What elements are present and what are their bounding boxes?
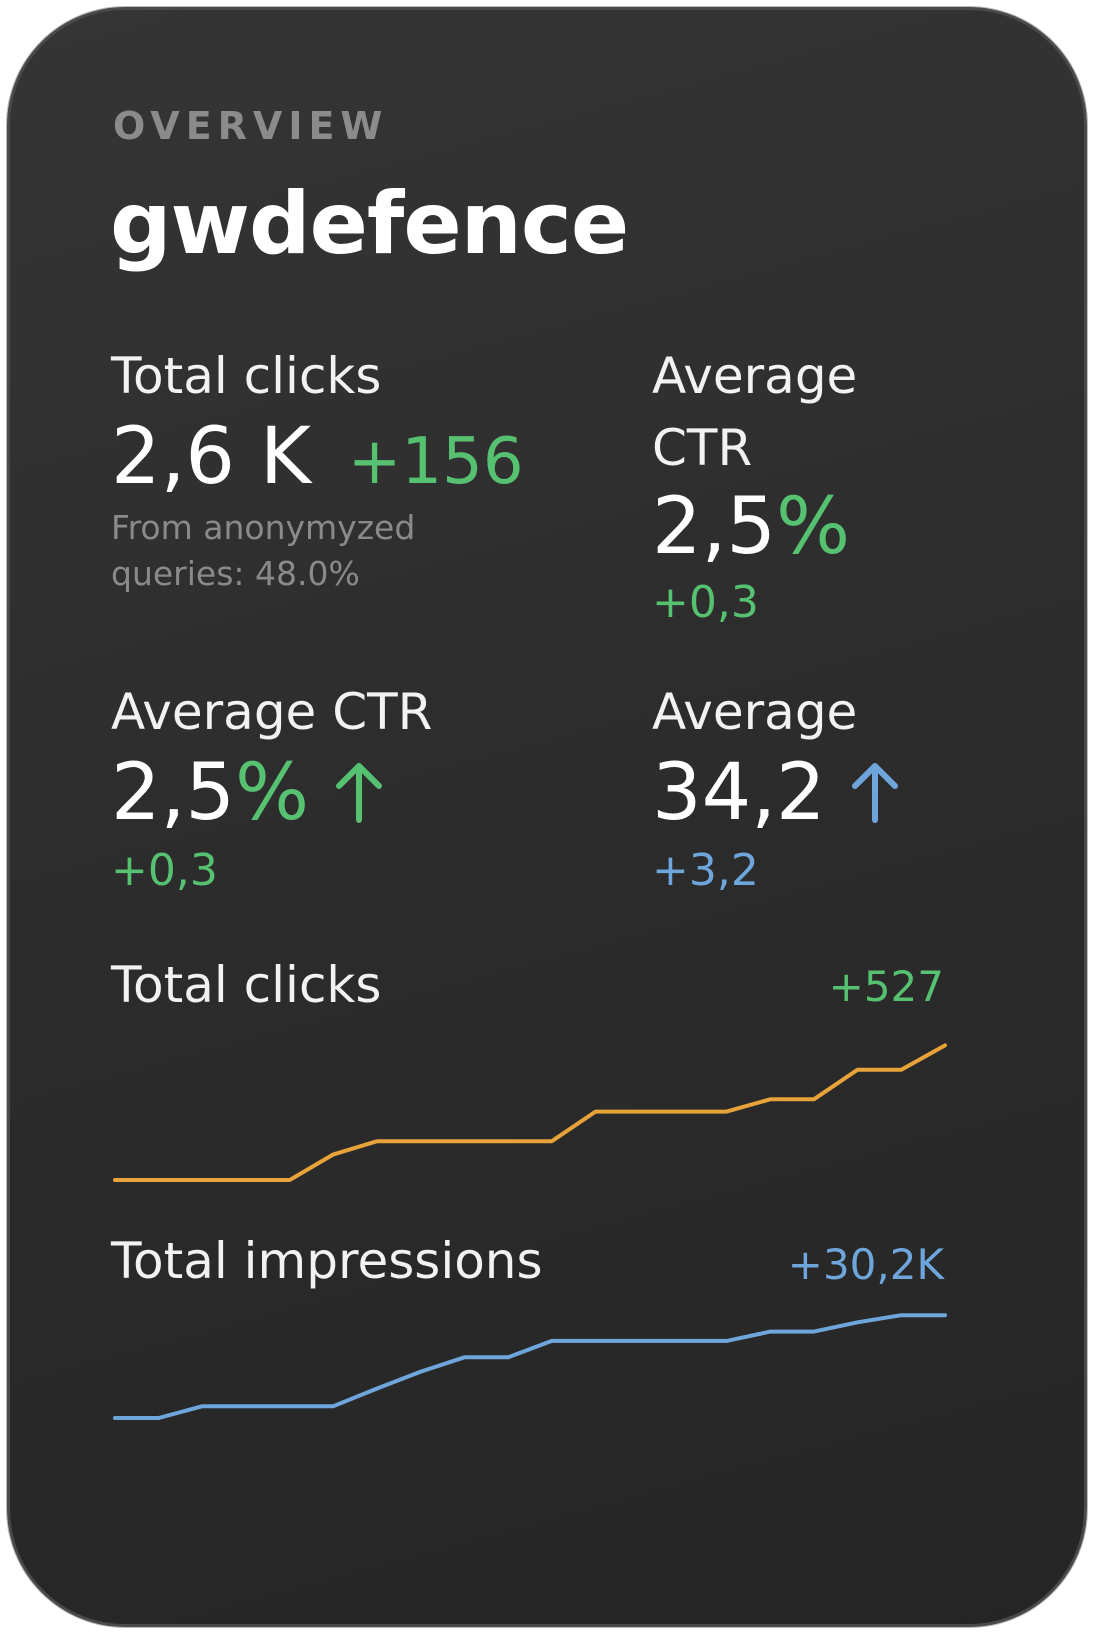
avg-ctr-top-delta: +0,3 xyxy=(652,577,759,628)
site-title: gwdefence xyxy=(110,174,629,274)
avg-ctr-top-label-line2: CTR xyxy=(652,419,753,477)
impressions-sparkline xyxy=(113,1313,947,1420)
clicks-sparkline xyxy=(113,1043,947,1182)
overview-card: OVERVIEW gwdefence Total clicks 2,6 K +1… xyxy=(7,7,1087,1627)
average-metric: 34,2 xyxy=(652,748,900,843)
impressions-chart-title: Total impressions xyxy=(111,1232,543,1290)
avg-ctr-top-label-line1: Average xyxy=(652,347,858,405)
average-label: Average xyxy=(652,683,858,741)
impressions-chart-delta: +30,2K xyxy=(787,1240,944,1289)
total-clicks-value: 2,6 K xyxy=(111,412,311,502)
arrow-up-icon xyxy=(334,753,384,843)
avg-ctr-unit: % xyxy=(235,748,310,838)
anonymized-note-line1: From anonymyzed xyxy=(111,508,416,547)
overview-eyebrow: OVERVIEW xyxy=(113,104,389,148)
avg-ctr-metric: 2,5% xyxy=(111,748,384,843)
total-clicks-delta: +156 xyxy=(347,425,524,499)
avg-ctr-delta: +0,3 xyxy=(111,845,218,896)
avg-ctr-label: Average CTR xyxy=(111,683,433,741)
impressions-series-line xyxy=(113,1313,947,1420)
avg-ctr-value: 2,5 xyxy=(111,748,236,838)
total-clicks-metric: 2,6 K +156 xyxy=(111,412,524,507)
clicks-chart-title: Total clicks xyxy=(111,956,382,1014)
clicks-chart-delta: +527 xyxy=(828,962,944,1011)
avg-ctr-top-value: 2,5 xyxy=(652,482,777,572)
avg-ctr-top-unit: % xyxy=(776,482,851,572)
total-clicks-label: Total clicks xyxy=(111,347,382,405)
average-delta: +3,2 xyxy=(652,845,759,896)
clicks-series-line xyxy=(113,1043,947,1182)
avg-ctr-top-metric: 2,5% xyxy=(652,482,850,572)
average-value: 34,2 xyxy=(652,748,826,838)
anonymized-note-line2: queries: 48.0% xyxy=(111,554,360,593)
arrow-up-icon xyxy=(850,753,900,843)
